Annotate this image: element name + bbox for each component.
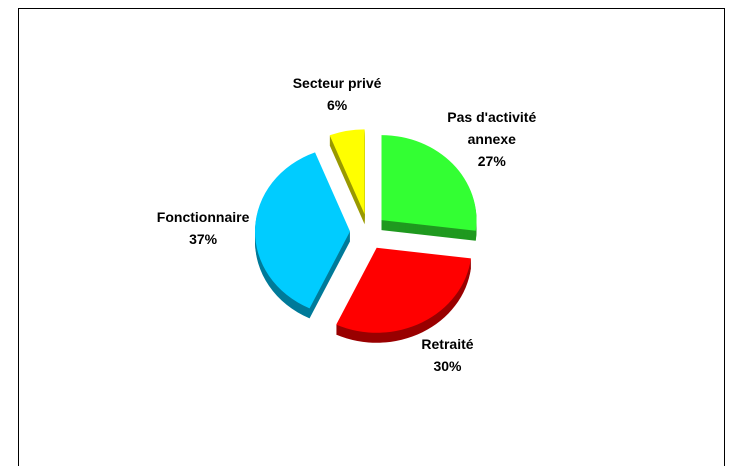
data-label: Fonctionnaire 37% [157, 206, 250, 250]
slice-value: 6% [326, 97, 348, 114]
slice [381, 135, 477, 231]
slice-value: 27% [477, 153, 506, 170]
slice [329, 129, 365, 215]
data-label: Secteur privé 6% [293, 72, 382, 116]
chart-frame [18, 8, 725, 466]
slice-value: 37% [189, 230, 218, 247]
slice-name: Retraité [421, 335, 474, 352]
data-label: Retraité 30% [421, 333, 473, 377]
slice [255, 152, 351, 309]
slice-name: Secteur privé [292, 75, 382, 92]
slice-name: Pas d'activité annexe [447, 109, 537, 148]
data-label: Pas d'activité annexe 27% [432, 106, 552, 172]
slice-name: Fonctionnaire [156, 208, 250, 225]
slice [336, 247, 471, 333]
slice-value: 30% [433, 357, 462, 374]
